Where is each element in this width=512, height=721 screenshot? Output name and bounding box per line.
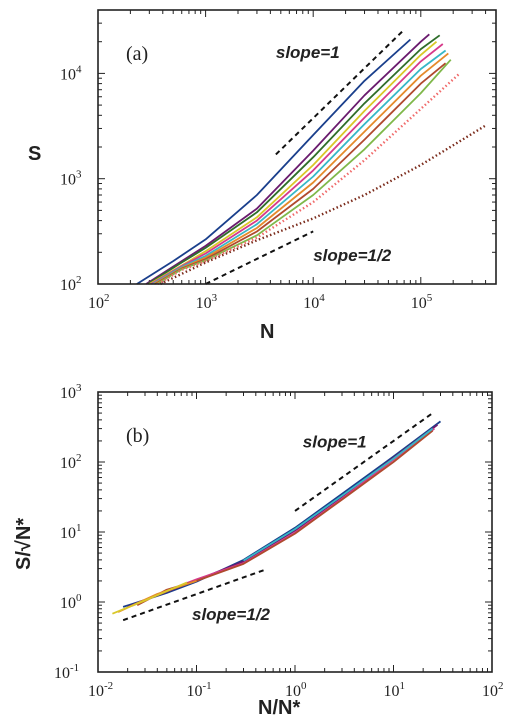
- slope-annotation: slope=1: [276, 43, 340, 62]
- panel-a-x-axis-title: N: [260, 321, 274, 343]
- y-tick-label: 102: [60, 452, 82, 472]
- y-tick-label: 101: [60, 522, 82, 542]
- y-tick-label: 10-1: [54, 662, 79, 682]
- series-line: [243, 427, 434, 562]
- slope-guide-line: [205, 230, 314, 285]
- panel-b-x-axis-title: N/N*: [258, 697, 300, 719]
- x-tick-label: 104: [303, 292, 325, 312]
- y-tick-label: 104: [60, 63, 82, 83]
- y-tick-label: 103: [60, 382, 82, 402]
- panel-a-chart: 102 103 104 105 102 103 104 (a) N S slope=1 sl…: [28, 9, 497, 343]
- x-tick-label: 10-1: [187, 680, 212, 700]
- slope-annotation: slope=1: [303, 433, 367, 452]
- y-tick-label: 102: [60, 274, 82, 294]
- panel-a-label: (a): [126, 43, 148, 65]
- panel-b-y-axis-title: S/√N*: [13, 518, 35, 570]
- y-tick-label: 103: [60, 169, 82, 189]
- x-tick-label: 10-2: [88, 680, 113, 700]
- panel-a-frame: [97, 9, 497, 285]
- slope-guide-line: [294, 412, 434, 512]
- slope-guide-line: [122, 568, 266, 622]
- series-line: [147, 34, 441, 285]
- panel-b-frame: [97, 391, 493, 673]
- x-tick-label: 101: [384, 680, 406, 700]
- panel-a-y-axis-title: S: [28, 143, 41, 165]
- series-line: [151, 49, 447, 285]
- x-tick-label: 103: [196, 292, 218, 312]
- series-line: [136, 429, 434, 606]
- panel-b-label: (b): [126, 425, 149, 447]
- slope-annotation: slope=1/2: [192, 605, 271, 624]
- series-line: [127, 424, 439, 608]
- x-tick-label: 100: [285, 680, 307, 700]
- series-line: [131, 427, 435, 607]
- panel-b-chart: 10-2 10-1 100 101 102 10-1 100 101 102 103 (b) N…: [13, 382, 504, 719]
- series-line: [136, 38, 412, 285]
- x-tick-label: 102: [88, 292, 110, 312]
- series-line: [150, 43, 444, 285]
- y-tick-label: 100: [60, 592, 82, 612]
- x-tick-label: 105: [411, 292, 433, 312]
- slope-annotation: slope=1/2: [313, 246, 392, 265]
- slope-guide-line: [275, 28, 405, 156]
- series-line: [122, 420, 442, 608]
- series-line: [112, 581, 188, 615]
- x-tick-label: 102: [482, 680, 504, 700]
- series-line: [145, 33, 430, 285]
